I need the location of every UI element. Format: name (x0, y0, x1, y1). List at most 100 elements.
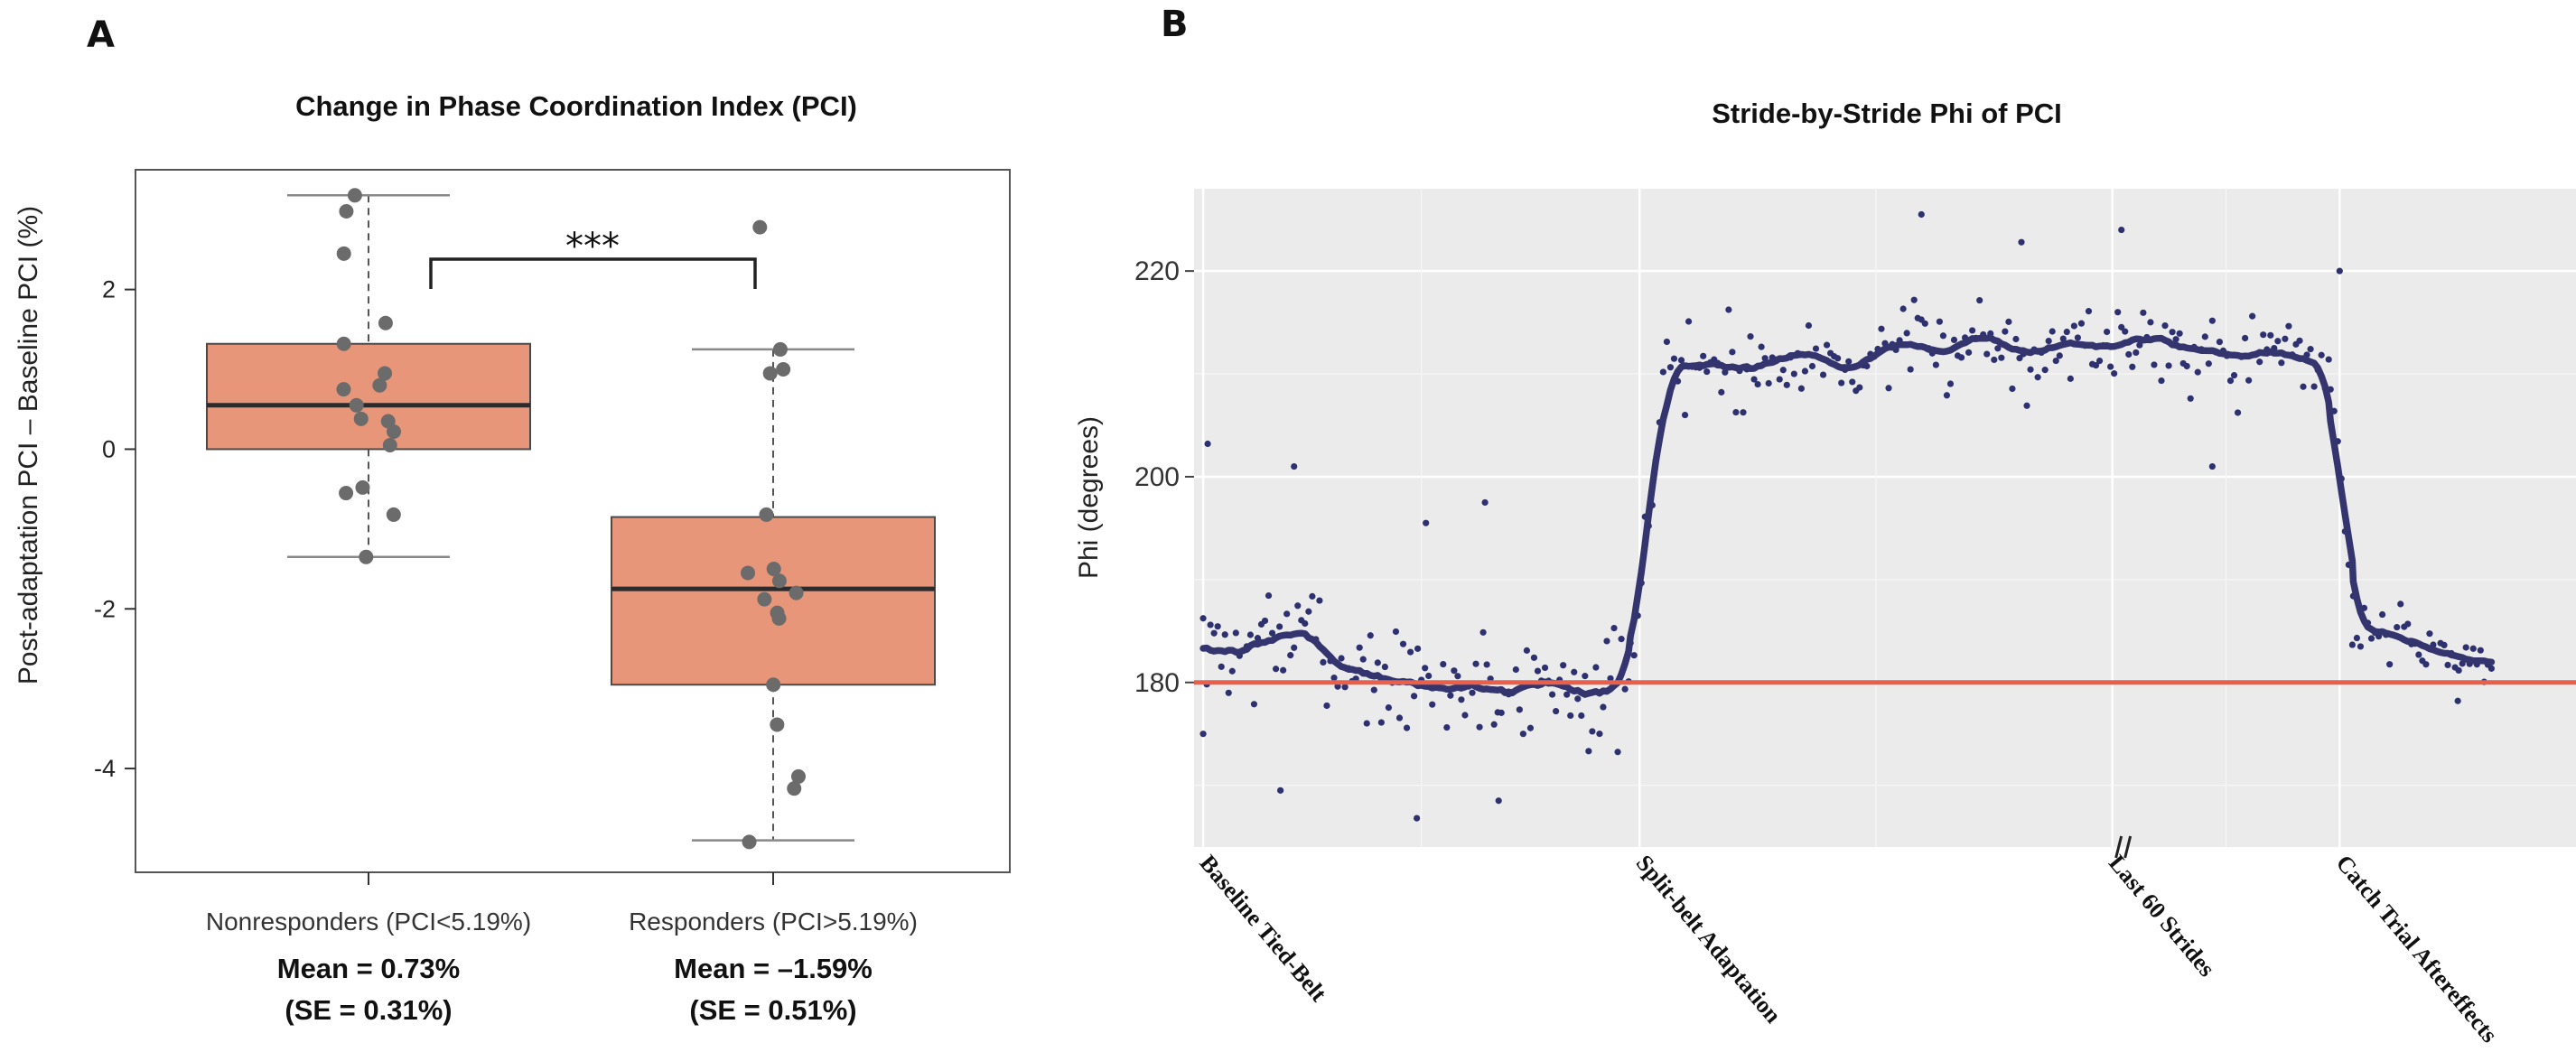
data-point (336, 336, 351, 351)
phi-point (1422, 665, 1429, 672)
phi-point (1265, 591, 1273, 600)
phi-point (2245, 377, 2253, 384)
phi-point (1823, 341, 1831, 349)
phi-point (1969, 327, 1976, 334)
phi-point (1553, 707, 1560, 715)
phi-point (1225, 689, 1232, 696)
data-point (347, 188, 362, 203)
phi-point (1472, 660, 1479, 667)
phi-point (1618, 636, 1625, 643)
panel-a: A Change in Phase Coordination Index (PC… (14, 14, 1011, 1026)
phi-point (1399, 640, 1407, 647)
y-tick-label: 0 (102, 435, 116, 462)
phi-point (2296, 337, 2303, 344)
phi-point (1666, 364, 1675, 371)
y-tick-label: -2 (94, 595, 116, 622)
phi-point-outlier (1204, 440, 1211, 448)
data-point (766, 562, 781, 577)
nonresponders-se: (SE = 0.31%) (285, 994, 452, 1026)
data-point (771, 610, 787, 626)
phi-point (1845, 358, 1853, 365)
phi-point (2226, 377, 2235, 385)
phi-point (1659, 368, 1666, 376)
phi-point (2216, 339, 2224, 346)
phi-point (2300, 383, 2307, 390)
phi-point (2205, 360, 2212, 368)
box-body (206, 342, 531, 451)
phi-point (1395, 714, 1404, 722)
phi-point (1703, 368, 1711, 376)
phi-point (1221, 631, 1228, 638)
phi-point (2059, 335, 2067, 342)
phi-point-outlier (1423, 519, 1430, 526)
panel-a-title: Change in Phase Coordination Index (PCI) (295, 90, 857, 122)
data-point (378, 366, 393, 381)
phi-point (1199, 615, 1207, 622)
panel-b-y-axis: 180 200 220 (1134, 256, 1194, 698)
data-point (336, 246, 351, 261)
phi-point (2187, 395, 2194, 402)
phi-point (1976, 296, 1983, 304)
phi-point (2426, 630, 2433, 638)
phi-point (2208, 317, 2216, 324)
phi-point (1519, 731, 1526, 738)
panel-b-y-axis-title: Phi (degrees) (1074, 416, 1104, 579)
phase-label: Last 60 Strides (2104, 850, 2220, 982)
data-point (787, 781, 802, 796)
phi-point (1991, 356, 1998, 364)
phi-point (2455, 666, 2462, 675)
phi-point (1834, 355, 1842, 362)
phi-point (1302, 619, 1309, 628)
phi-point-outlier (2018, 238, 2025, 246)
phi-point (1932, 361, 1939, 368)
data-point (353, 411, 369, 426)
phi-point (1790, 370, 1797, 377)
data-point (339, 203, 354, 219)
phi-point (1856, 384, 1863, 391)
data-point (386, 507, 401, 522)
phi-point (1939, 332, 1947, 340)
phi-point (2318, 351, 2325, 358)
phi-point (1323, 702, 1330, 710)
panel-a-y-axis: 2 0 -2 -4 (94, 276, 135, 782)
phi-point (1498, 709, 1505, 716)
phi-point (2378, 610, 2386, 619)
phi-point (1700, 352, 1707, 359)
phi-point (1685, 318, 1693, 325)
phi-point (1994, 345, 2002, 352)
phase-labels: Baseline Tied-Belt Split-belt Adaptation L… (1194, 850, 2502, 1047)
phi-point (2353, 634, 2361, 642)
phi-point (1429, 701, 1436, 708)
phi-point (2230, 372, 2238, 379)
phi-point (1276, 623, 1283, 630)
category-label-responders: Responders (PCI>5.19%) (629, 908, 918, 936)
phi-point (1885, 385, 1892, 392)
phi-point (1571, 668, 1578, 675)
phi-point (2034, 374, 2041, 381)
phi-point (2111, 370, 2118, 377)
phi-point (2052, 357, 2059, 365)
data-point (382, 438, 397, 453)
phi-point (2158, 377, 2165, 385)
phi-point (2444, 661, 2451, 669)
phi-point (2067, 375, 2074, 382)
phi-point (2348, 641, 2356, 648)
phi-point (1797, 385, 1805, 392)
phi-point (2462, 644, 2469, 651)
data-point (771, 573, 787, 589)
y-tick-label: 200 (1134, 462, 1180, 492)
responders-mean: Mean = –1.59% (674, 953, 873, 984)
phi-point (1516, 706, 1523, 713)
phi-point (1578, 712, 1585, 720)
phi-point (1725, 306, 1732, 313)
phi-point-outlier (2336, 267, 2343, 275)
phi-point-outlier (1481, 498, 1489, 507)
phi-point (1363, 720, 1370, 727)
phi-point (1414, 645, 1422, 652)
phi-point (1732, 408, 1740, 416)
phi-point (2027, 366, 2034, 373)
phi-point (1808, 362, 1816, 370)
box-responders (611, 219, 936, 885)
phi-point (2469, 645, 2477, 652)
phi-point (1758, 343, 1765, 350)
